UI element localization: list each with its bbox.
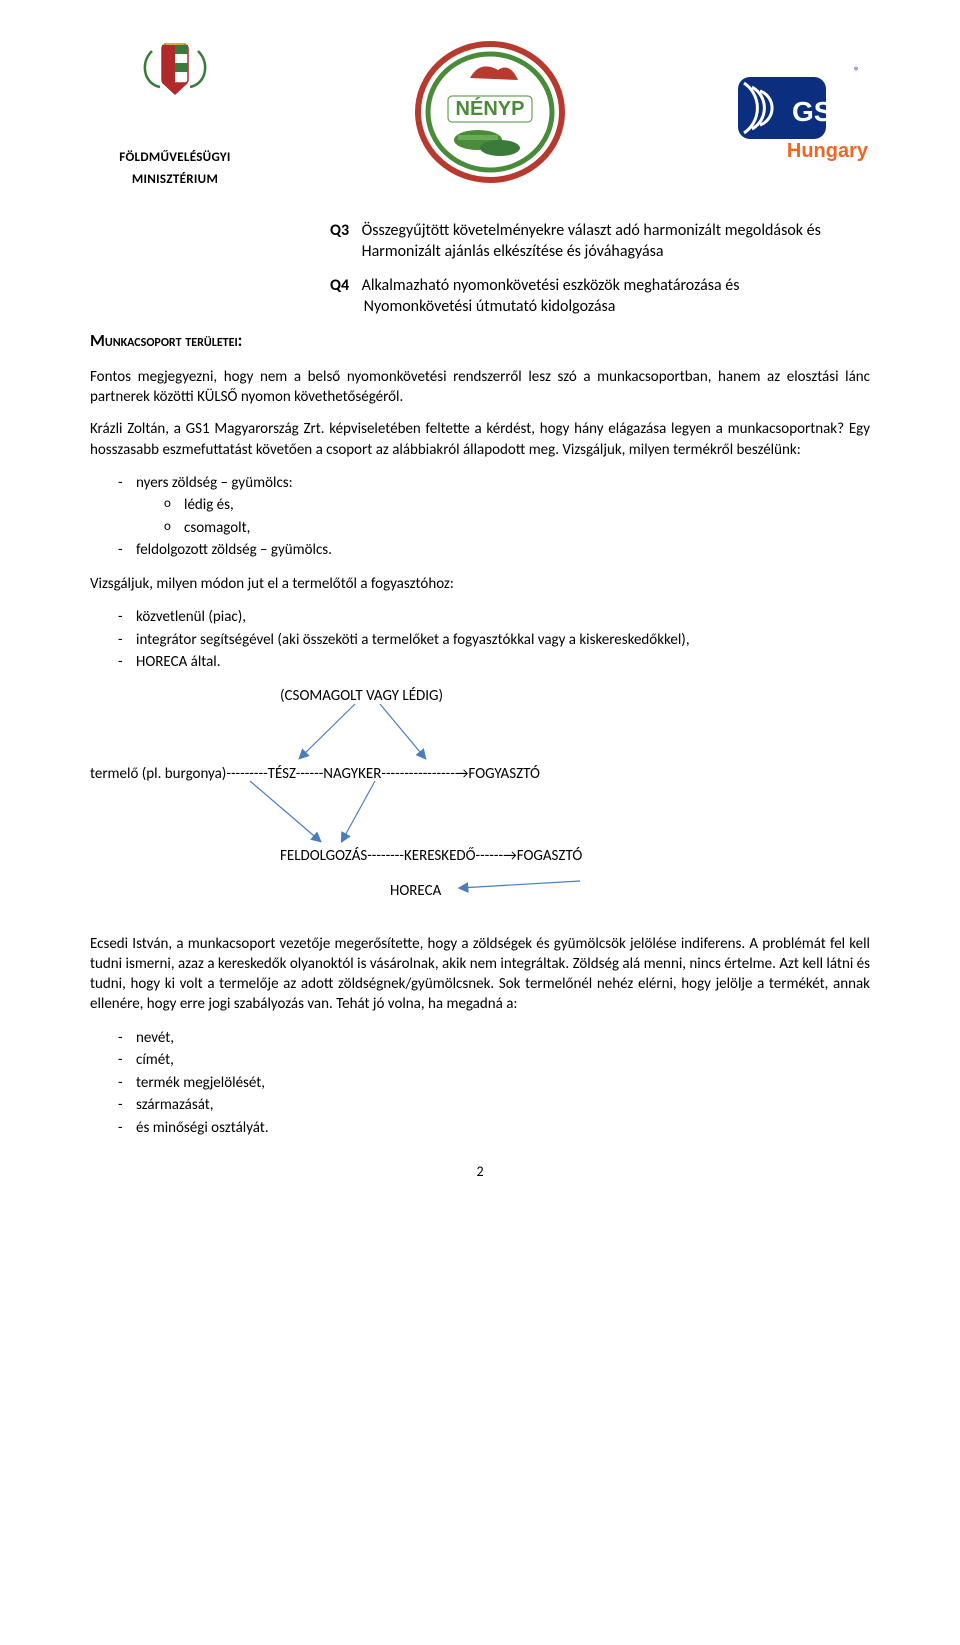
q4-text: Alkalmazható nyomonkövetési eszközök meg… <box>362 275 870 318</box>
gs1-logo-block: ® GS1 Hungary <box>720 63 870 170</box>
list-subitem: lédig és, <box>164 494 870 517</box>
fm-logo-block: FÖLDMŰVELÉSÜGYI MINISZTÉRIUM <box>90 43 260 188</box>
diagram-chain-1: termelő (pl. burgonya)---------TÉSZ-----… <box>90 764 540 784</box>
nenyp-logo-icon: NÉNYP <box>400 40 580 185</box>
list-item: címét, <box>118 1049 870 1072</box>
q4-line1: Alkalmazható nyomonkövetési eszközök meg… <box>362 276 740 295</box>
diagram-arrows-icon <box>90 686 870 916</box>
list-subitem: csomagolt, <box>164 517 870 540</box>
q3-text: Összegyűjtött követelményekre választ ad… <box>362 220 870 263</box>
list-item: HORECA által. <box>118 651 870 674</box>
diagram-csomagolt-label: (CSOMAGOLT VAGY LÉDIG) <box>280 686 443 706</box>
list-item: nyers zöldség – gyümölcs: lédig és, csom… <box>118 472 870 540</box>
paragraph-1: Fontos megjegyezni, hogy nem a belső nyo… <box>90 367 870 408</box>
product-sublist: lédig és, csomagolt, <box>164 494 870 539</box>
q3-line2: Harmonizált ajánlás elkészítése és jóváh… <box>362 242 664 261</box>
paragraph-2: Krázli Zoltán, a GS1 Magyarország Zrt. k… <box>90 419 870 460</box>
q4-block: Q4 Alkalmazható nyomonkövetési eszközök … <box>330 275 870 318</box>
attribute-list: nevét, címét, termék megjelölését, szárm… <box>118 1027 870 1140</box>
supply-chain-diagram: (CSOMAGOLT VAGY LÉDIG) termelő (pl. burg… <box>90 686 870 916</box>
list-item: feldolgozott zöldség – gyümölcs. <box>118 539 870 562</box>
list-item: nevét, <box>118 1027 870 1050</box>
svg-text:Hungary: Hungary <box>787 140 869 162</box>
svg-text:®: ® <box>854 65 860 79</box>
svg-text:NÉNYP: NÉNYP <box>456 97 525 120</box>
diagram-chain-2: FELDOLGOZÁS--------KERESKEDŐ------→FOGAS… <box>280 846 582 866</box>
section-heading: Munkacsoport területei: <box>90 330 870 353</box>
q3-line1: Összegyűjtött követelményekre választ ad… <box>362 221 821 240</box>
nenyp-logo-block: NÉNYP <box>400 40 580 192</box>
svg-text:GS1: GS1 <box>792 96 848 127</box>
fm-ministry-label-2: MINISZTÉRIUM <box>90 171 260 189</box>
q4-label: Q4 <box>330 275 358 297</box>
q3-block: Q3 Összegyűjtött követelményekre választ… <box>330 220 870 263</box>
list-item: integrátor segítségével (aki összeköti a… <box>118 629 870 652</box>
list-item: származását, <box>118 1094 870 1117</box>
list-item: és minőségi osztályát. <box>118 1117 870 1140</box>
list-item-label: nyers zöldség – gyümölcs: <box>136 474 293 492</box>
gs1-logo-icon: ® GS1 Hungary <box>720 63 870 163</box>
fm-ministry-label-1: FÖLDMŰVELÉSÜGYI <box>90 149 260 167</box>
list-item: termék megjelölését, <box>118 1072 870 1095</box>
list-item: közvetlenül (piac), <box>118 606 870 629</box>
diagram-horeca-label: HORECA <box>390 881 441 901</box>
channel-list: közvetlenül (piac), integrátor segítségé… <box>118 606 870 674</box>
paragraph-3: Vizsgáljuk, milyen módon jut el a termel… <box>90 574 870 594</box>
header-logo-row: FÖLDMŰVELÉSÜGYI MINISZTÉRIUM NÉNYP ® GS1… <box>90 40 870 192</box>
q3-label: Q3 <box>330 220 358 242</box>
hungary-crest-icon <box>90 43 260 138</box>
q4-line2: Nyomonkövetési útmutató kidolgozása <box>364 297 616 316</box>
product-list: nyers zöldség – gyümölcs: lédig és, csom… <box>118 472 870 562</box>
page-number: 2 <box>90 1163 870 1182</box>
paragraph-4: Ecsedi István, a munkacsoport vezetője m… <box>90 934 870 1015</box>
